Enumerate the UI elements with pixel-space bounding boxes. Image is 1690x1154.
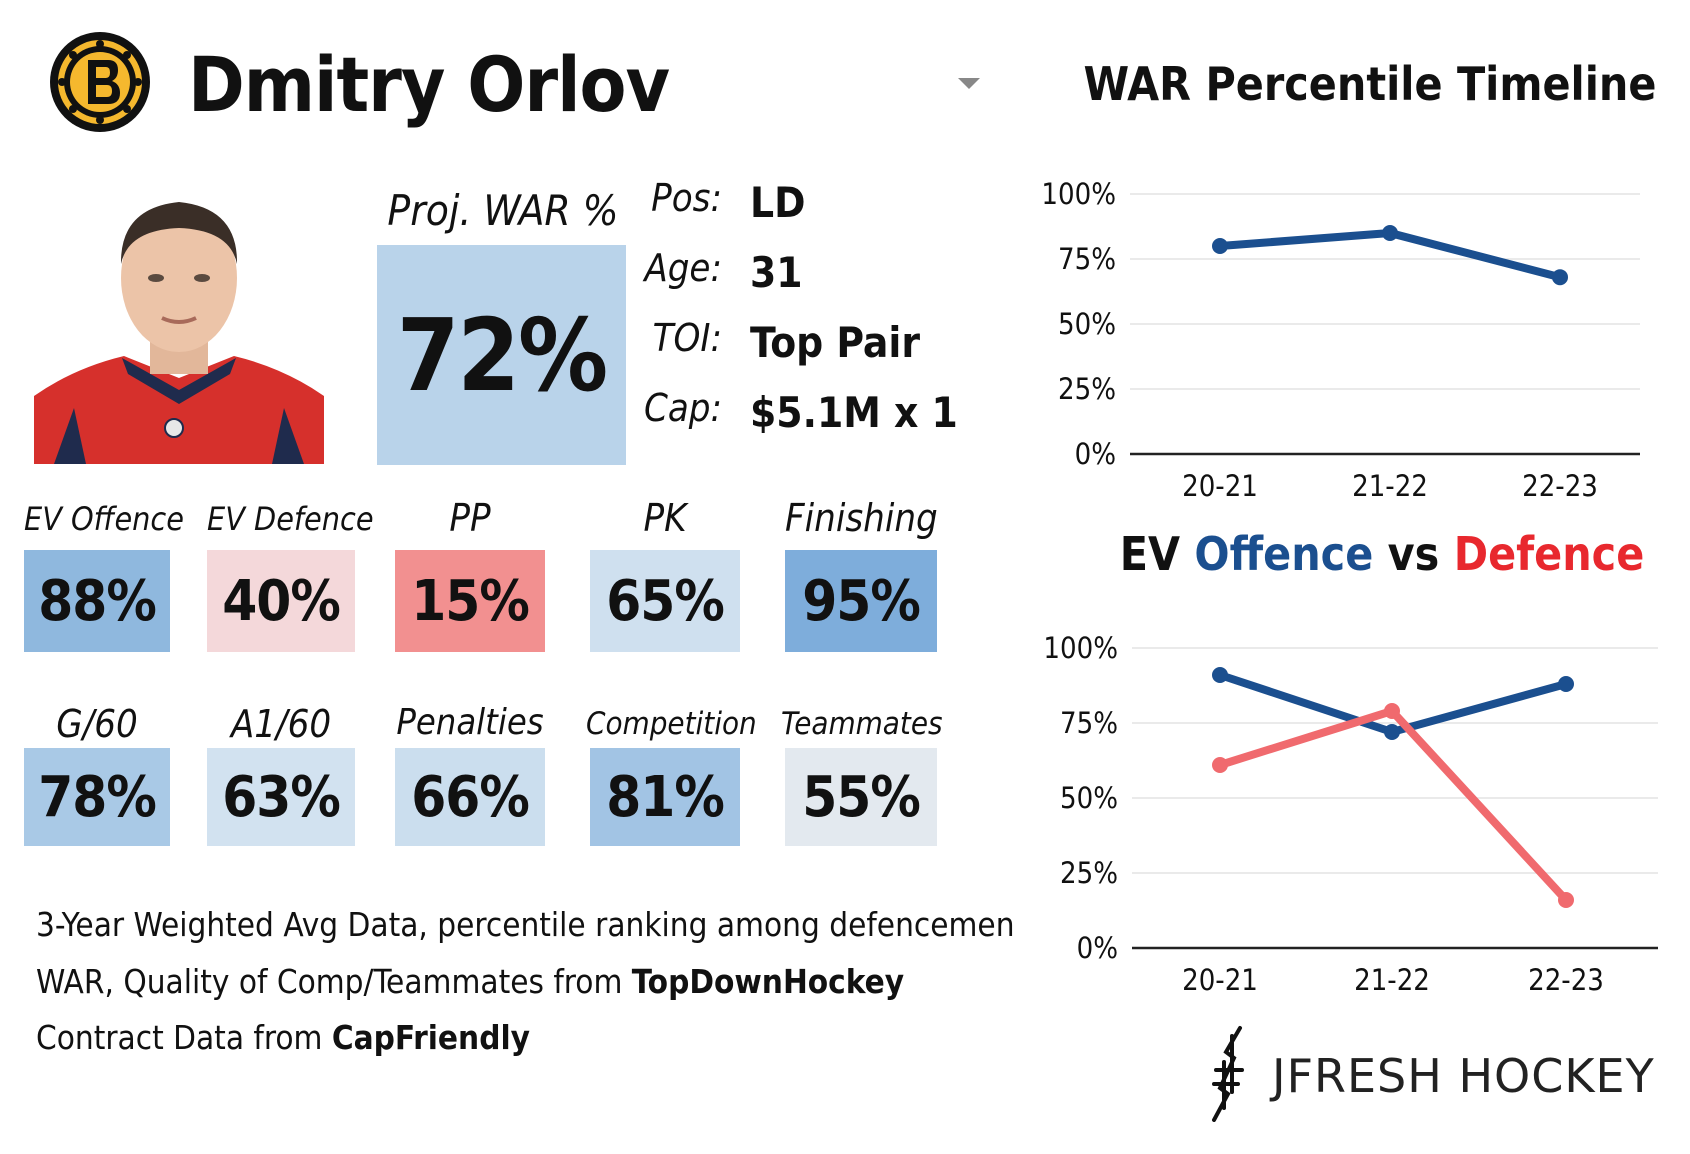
info-key-pos: Pos: [651, 176, 722, 220]
stat-label-teammates: Teammates [781, 706, 943, 742]
stat-label-g60: G/60 [56, 702, 138, 746]
y-tick-label: 50% [1060, 781, 1118, 815]
chevron-down-icon[interactable] [958, 78, 980, 89]
y-tick-label: 50% [1058, 307, 1116, 341]
stat-value-penalties: 66% [395, 748, 545, 846]
stat-value-pk: 65% [590, 550, 740, 652]
y-tick-label: 25% [1058, 372, 1116, 406]
stat-value-competition: 81% [590, 748, 740, 846]
y-tick-label: 75% [1058, 242, 1116, 276]
data-point [1558, 676, 1574, 692]
x-tick-label: 20-21 [1182, 469, 1258, 500]
ev-title-part-3: vs [1373, 527, 1453, 581]
y-tick-label: 0% [1075, 437, 1116, 471]
war-chart-title: WAR Percentile Timeline [1084, 57, 1657, 111]
stat-label-competition: Competition [586, 706, 757, 742]
player-name: Dmitry Orlov [188, 40, 670, 129]
source-capfriendly: CapFriendly [331, 1018, 530, 1057]
ev-offence-defence-chart: EV Offence vs Defence 0% 25% 50% 75% 100% 20… [1043, 527, 1658, 997]
x-tick-label: 20-21 [1182, 963, 1258, 997]
war-percentile-chart: WAR Percentile Timeline 0%25%50%75%100% … [1041, 57, 1657, 500]
stat-label-pp: PP [449, 496, 491, 540]
info-key-cap: Cap: [643, 386, 722, 430]
stat-value-a160: 63% [207, 748, 355, 846]
ev-title-defence: Defence [1454, 527, 1645, 581]
jfresh-logo-icon [1212, 1026, 1244, 1122]
brand-text: JFRESH HOCKEY [1269, 1049, 1655, 1103]
data-point [1384, 703, 1400, 719]
stat-label-ev-offence: EV Offence [24, 500, 184, 538]
stat-label-penalties: Penalties [396, 702, 544, 743]
stat-value-g60: 78% [24, 748, 170, 846]
player-headshot-icon [34, 178, 324, 464]
ev-chart-title: EV Offence vs Defence [1120, 527, 1645, 581]
data-point [1212, 238, 1228, 254]
footer-line-3: Contract Data from CapFriendly [36, 1018, 530, 1057]
projected-war-value: 72% [377, 245, 626, 465]
projected-war-label: Proj. WAR % [387, 186, 619, 235]
stat-label-pk: PK [643, 496, 687, 540]
stat-label-ev-defence: EV Defence [207, 500, 374, 538]
jfresh-logo: JFRESH HOCKEY [1212, 1026, 1655, 1122]
ev-title-offence: Offence [1194, 527, 1373, 581]
y-tick-label: 100% [1041, 177, 1116, 211]
x-tick-label: 21-22 [1352, 469, 1428, 500]
x-tick-label: 22-23 [1522, 469, 1598, 500]
x-tick-label: 21-22 [1354, 963, 1430, 997]
info-value-pos: LD [750, 178, 806, 227]
footer-line-2-text: WAR, Quality of Comp/Teammates from [36, 962, 632, 1001]
info-value-age: 31 [750, 248, 803, 297]
stat-value-ev-defence: 40% [207, 550, 355, 652]
ev-title-part-1: EV [1120, 527, 1195, 581]
footer-line-2: WAR, Quality of Comp/Teammates from TopD… [36, 962, 904, 1001]
info-value-cap: $5.1M x 1 [750, 388, 958, 437]
data-point [1384, 724, 1400, 740]
stat-label-finishing: Finishing [785, 496, 938, 540]
info-key-age: Age: [644, 246, 722, 290]
stat-value-pp: 15% [395, 550, 545, 652]
info-key-toi: TOI: [652, 316, 722, 360]
data-point [1212, 667, 1228, 683]
data-point [1382, 225, 1398, 241]
data-point [1552, 269, 1568, 286]
boston-bruins-logo-icon [50, 32, 150, 132]
stat-value-ev-offence: 88% [24, 550, 170, 652]
data-point [1558, 892, 1574, 908]
stat-value-teammates: 55% [785, 748, 937, 846]
x-tick-label: 22-23 [1528, 963, 1604, 997]
y-tick-label: 75% [1060, 706, 1118, 740]
y-tick-label: 100% [1043, 631, 1118, 665]
footer-line-3-text: Contract Data from [36, 1018, 332, 1057]
info-value-toi: Top Pair [750, 318, 920, 367]
stat-label-a160: A1/60 [230, 702, 332, 746]
data-point [1212, 757, 1228, 773]
footer-line-1: 3-Year Weighted Avg Data, percentile ran… [36, 905, 1015, 944]
source-topdownhockey: TopDownHockey [631, 962, 905, 1001]
y-tick-label: 0% [1077, 931, 1118, 965]
stat-value-finishing: 95% [785, 550, 937, 652]
y-tick-label: 25% [1060, 856, 1118, 890]
